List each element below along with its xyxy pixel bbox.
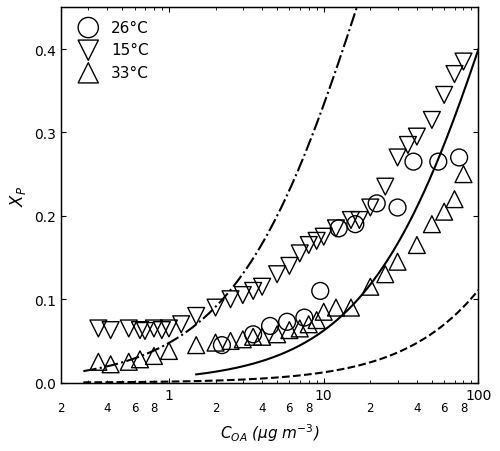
Y-axis label: $X_P$: $X_P$ <box>8 185 28 206</box>
15°C <box>428 117 436 124</box>
26°C <box>334 225 342 232</box>
15°C <box>286 262 294 270</box>
33°C <box>150 353 158 360</box>
33°C <box>394 258 402 266</box>
33°C <box>286 327 294 334</box>
15°C <box>258 284 266 291</box>
33°C <box>304 321 312 328</box>
33°C <box>106 361 114 368</box>
33°C <box>192 342 200 349</box>
26°C <box>394 204 402 212</box>
33°C <box>165 348 173 355</box>
26°C <box>300 314 308 322</box>
33°C <box>440 209 448 216</box>
15°C <box>347 217 355 224</box>
15°C <box>106 327 114 334</box>
26°C <box>434 159 442 166</box>
Text: 8: 8 <box>150 401 158 414</box>
15°C <box>158 327 166 334</box>
15°C <box>141 327 149 335</box>
Legend: 26°C, 15°C, 33°C: 26°C, 15°C, 33°C <box>68 16 154 85</box>
Text: 4: 4 <box>258 401 266 414</box>
15°C <box>404 142 412 149</box>
33°C <box>226 338 234 345</box>
15°C <box>94 325 102 332</box>
Text: 4: 4 <box>413 401 420 414</box>
33°C <box>450 196 458 203</box>
33°C <box>347 304 355 312</box>
26°C <box>249 331 257 338</box>
33°C <box>460 171 468 178</box>
15°C <box>460 59 468 66</box>
15°C <box>249 288 257 295</box>
33°C <box>212 339 220 346</box>
33°C <box>258 333 266 341</box>
15°C <box>273 271 281 278</box>
26°C <box>410 159 418 166</box>
33°C <box>273 331 281 338</box>
15°C <box>382 184 390 191</box>
15°C <box>192 313 200 320</box>
15°C <box>124 325 132 332</box>
33°C <box>239 336 247 343</box>
15°C <box>440 92 448 99</box>
Text: 6: 6 <box>286 401 293 414</box>
15°C <box>312 238 320 245</box>
Text: 2: 2 <box>366 401 374 414</box>
15°C <box>366 204 374 212</box>
15°C <box>450 71 458 78</box>
33°C <box>428 221 436 228</box>
Text: 6: 6 <box>440 401 448 414</box>
15°C <box>150 325 158 332</box>
15°C <box>165 325 173 332</box>
26°C <box>266 322 274 330</box>
Text: 8: 8 <box>460 401 467 414</box>
33°C <box>413 242 421 249</box>
33°C <box>366 284 374 291</box>
26°C <box>316 288 324 295</box>
15°C <box>212 304 220 312</box>
15°C <box>296 250 304 258</box>
X-axis label: $C_{OA}$ (μg m$^{-3}$): $C_{OA}$ (μg m$^{-3}$) <box>220 421 320 443</box>
33°C <box>249 333 257 341</box>
15°C <box>320 234 328 241</box>
15°C <box>226 296 234 303</box>
Text: 2: 2 <box>212 401 220 414</box>
33°C <box>124 359 132 366</box>
15°C <box>136 327 144 334</box>
26°C <box>283 318 291 326</box>
33°C <box>296 325 304 332</box>
Text: 8: 8 <box>305 401 312 414</box>
26°C <box>372 200 380 207</box>
15°C <box>413 133 421 141</box>
26°C <box>455 155 463 162</box>
33°C <box>136 356 144 363</box>
33°C <box>94 359 102 366</box>
33°C <box>320 308 328 316</box>
Text: 6: 6 <box>131 401 138 414</box>
Text: 2: 2 <box>57 401 64 414</box>
33°C <box>312 317 320 324</box>
15°C <box>356 217 364 224</box>
15°C <box>239 292 247 299</box>
33°C <box>332 304 340 312</box>
15°C <box>332 225 340 232</box>
15°C <box>177 321 185 328</box>
15°C <box>394 155 402 162</box>
33°C <box>382 271 390 278</box>
15°C <box>304 242 312 249</box>
26°C <box>352 221 360 228</box>
Text: 4: 4 <box>104 401 111 414</box>
26°C <box>218 342 226 349</box>
